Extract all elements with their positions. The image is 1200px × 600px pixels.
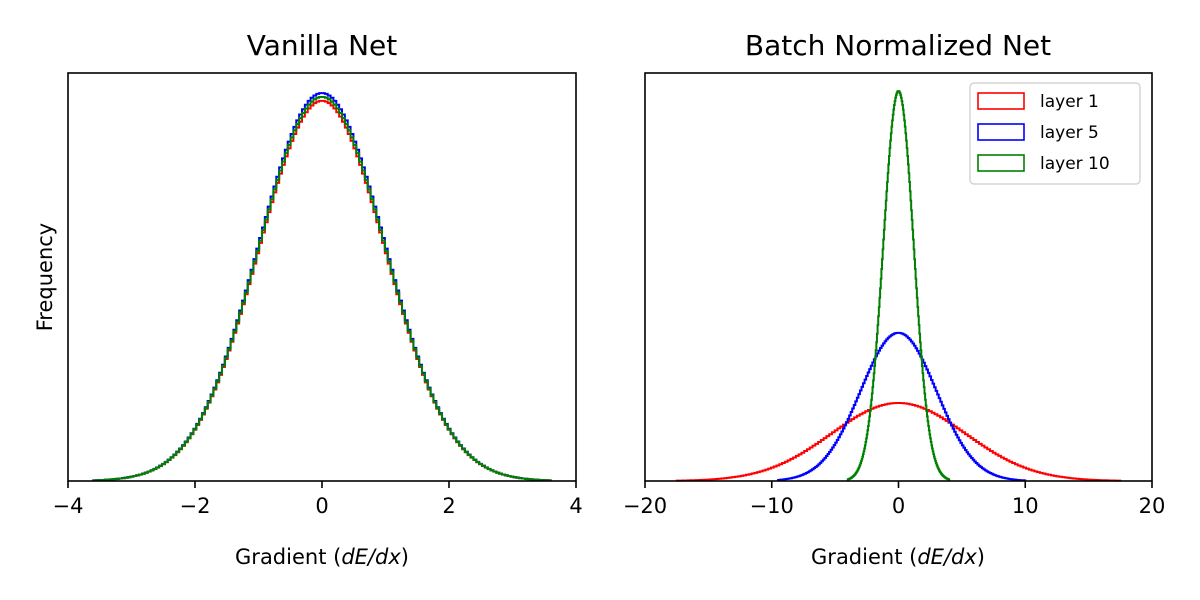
panel-batch-normalized-net: Batch Normalized Net −20 −10 0 10 20 Gradien… (623, 29, 1166, 569)
x-tick-label: 20 (1139, 494, 1166, 518)
x-tick-label: −10 (750, 494, 794, 518)
x-tick-label: −4 (53, 494, 84, 518)
panel-vanilla-net: Vanilla Net −4 −2 0 2 4 Gradient (dE/dx) Fre… (33, 29, 583, 569)
legend: layer 1 layer 5 layer 10 (969, 82, 1141, 185)
y-axis-label-vanilla: Frequency (33, 223, 57, 332)
plot-area-batchnorm (675, 90, 1122, 482)
series-line-layer-5 (777, 331, 1027, 482)
x-tick-label: 10 (1012, 494, 1039, 518)
legend-swatch-layer-10 (977, 154, 1025, 172)
x-tick-label: 0 (892, 494, 905, 518)
legend-swatch-layer-5 (977, 123, 1025, 141)
x-ticks-vanilla: −4 −2 0 2 4 (53, 481, 583, 518)
legend-label-layer-1: layer 1 (1040, 92, 1099, 112)
plot-area-vanilla (92, 92, 552, 482)
legend-label-layer-10: layer 10 (1040, 154, 1110, 174)
x-axis-label-vanilla: Gradient (dE/dx) (235, 545, 409, 569)
series-line-layer-10 (846, 90, 951, 481)
chart-title-vanilla: Vanilla Net (247, 29, 397, 62)
series-line-layer-1 (675, 402, 1122, 482)
x-tick-label: −2 (180, 494, 211, 518)
legend-label-layer-5: layer 5 (1040, 123, 1099, 143)
legend-swatch-layer-1 (977, 92, 1025, 110)
x-tick-label: 0 (315, 494, 328, 518)
x-tick-label: 2 (442, 494, 455, 518)
x-ticks-batchnorm: −20 −10 0 10 20 (623, 481, 1166, 518)
x-tick-label: 4 (569, 494, 582, 518)
series-line-series-2 (92, 92, 552, 482)
series-line-series-1 (92, 99, 552, 482)
axes-frame-vanilla (67, 72, 577, 482)
chart-title-batchnorm: Batch Normalized Net (745, 29, 1051, 62)
x-tick-label: −20 (623, 494, 667, 518)
x-axis-label-batchnorm: Gradient (dE/dx) (811, 545, 985, 569)
series-line-series-3 (92, 95, 552, 482)
